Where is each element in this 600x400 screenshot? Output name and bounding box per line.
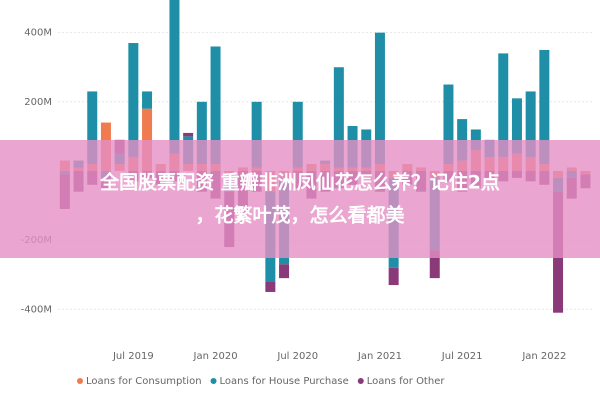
bar-segment	[142, 91, 153, 109]
y-tick-label: 200M	[24, 97, 52, 108]
bar-segment	[142, 108, 153, 171]
bar-segment	[443, 84, 454, 165]
legend-marker	[210, 378, 217, 384]
banner-background	[0, 140, 600, 258]
bar-segment	[279, 264, 290, 279]
bar-segment	[265, 281, 276, 292]
bar-segment	[511, 98, 522, 154]
bar-segment	[210, 46, 221, 165]
bar-segment	[251, 101, 262, 168]
bar-segment	[183, 132, 194, 137]
banner-line: 全国股票配资 重瓣非洲凤仙花怎么养？记住2点	[99, 171, 500, 194]
bar-segment	[196, 101, 207, 165]
bar-segment	[525, 91, 536, 158]
bar-segment	[128, 43, 139, 158]
legend-marker	[77, 378, 83, 384]
x-tick-label: Jul 2020	[276, 351, 318, 362]
bar-segment	[388, 267, 399, 286]
banner-line: ，花繁叶茂，怎么看都美	[195, 204, 405, 227]
legend-label: Loans for Other	[367, 376, 446, 387]
y-tick-label: 400M	[24, 28, 52, 39]
bar-segment	[374, 32, 385, 165]
y-tick-label: -400M	[21, 304, 52, 315]
bar-segment	[498, 53, 509, 158]
bar-segment	[539, 49, 550, 165]
x-tick-label: Jan 2020	[193, 351, 238, 362]
bar-segment	[470, 129, 481, 151]
x-tick-label: Jan 2021	[357, 351, 402, 362]
bar-segment	[457, 119, 468, 161]
bar-segment	[292, 101, 303, 168]
bar-segment	[429, 250, 440, 279]
legend-marker	[357, 378, 364, 384]
x-tick-label: Jul 2019	[112, 351, 154, 362]
legend-label: Loans for Consumption	[86, 376, 202, 387]
bar-segment	[333, 67, 344, 168]
x-tick-label: Jul 2021	[441, 351, 483, 362]
legend-label: Loans for House Purchase	[220, 376, 349, 387]
bar-segment	[87, 91, 98, 165]
x-tick-label: Jan 2022	[521, 351, 566, 362]
bar-segment	[169, 0, 180, 154]
